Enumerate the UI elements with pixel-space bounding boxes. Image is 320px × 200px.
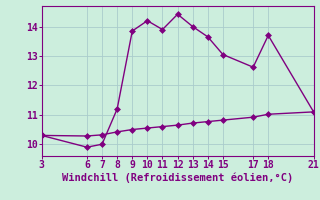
X-axis label: Windchill (Refroidissement éolien,°C): Windchill (Refroidissement éolien,°C) (62, 173, 293, 183)
